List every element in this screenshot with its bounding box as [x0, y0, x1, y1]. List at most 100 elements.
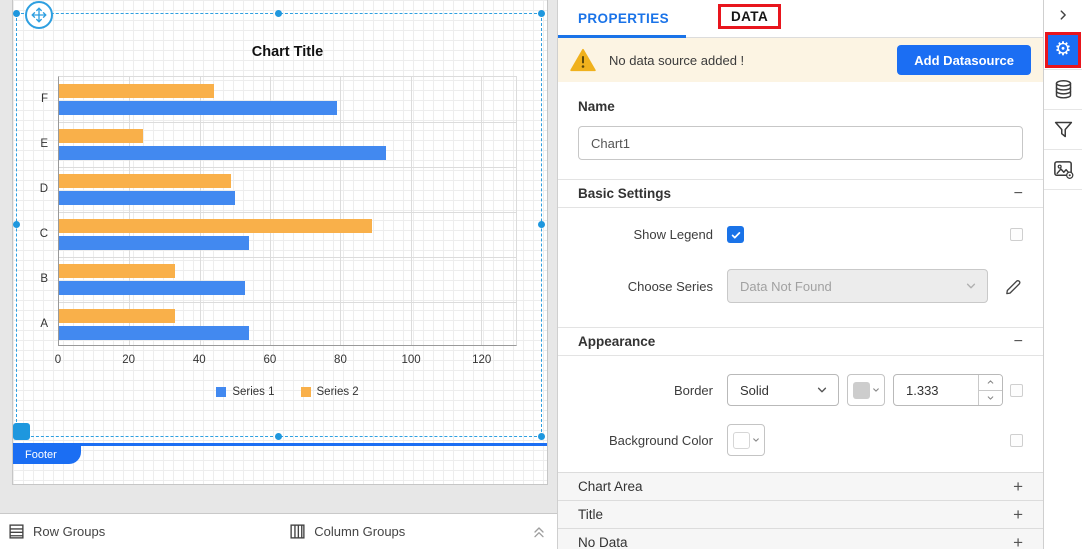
resize-handle[interactable] [538, 10, 545, 17]
resize-handle[interactable] [13, 423, 30, 440]
border-style-value: Solid [740, 382, 769, 398]
x-gridline [480, 77, 482, 345]
datasource-tool[interactable] [1044, 70, 1082, 110]
chart-plot-area [58, 76, 517, 346]
image-settings-icon [1053, 161, 1073, 179]
image-settings-tool[interactable] [1044, 150, 1082, 190]
report-page[interactable]: Chart Title F E D C B A 0 20 40 60 80 100 120 Serie… [12, 0, 548, 485]
legend-label: Series 2 [316, 386, 359, 398]
column-groups[interactable]: Column Groups [289, 523, 405, 540]
section-appearance[interactable]: Appearance − [558, 327, 1043, 356]
collapse-section-icon[interactable]: − [1013, 332, 1023, 350]
border-width-input[interactable]: 1.333 [893, 374, 1003, 406]
expand-section-icon[interactable]: + [1013, 504, 1023, 524]
footer-band-tab[interactable]: Footer [13, 446, 81, 464]
background-color-row: Background Color [558, 424, 1043, 456]
chevron-down-icon [966, 283, 976, 289]
properties-tool[interactable]: ⚙ [1044, 30, 1082, 70]
section-title: Appearance [578, 334, 656, 349]
border-width-value: 1.333 [906, 382, 939, 398]
resize-handle[interactable] [13, 221, 20, 228]
x-tick-label: 60 [263, 354, 277, 366]
resize-handle[interactable] [538, 433, 545, 440]
expand-section-icon[interactable]: + [1013, 532, 1023, 549]
chevron-up-icon [987, 380, 994, 384]
bar-series-1 [59, 281, 246, 295]
warning-triangle-icon [570, 48, 596, 72]
section-chart-area[interactable]: Chart Area + [558, 473, 1043, 501]
legend-swatch [300, 387, 311, 397]
category-gridline [59, 257, 516, 258]
collapsed-sections: Chart Area + Title + No Data + [558, 472, 1043, 549]
resize-handle[interactable] [275, 433, 282, 440]
category-label: D [39, 182, 48, 195]
background-color-picker[interactable] [727, 424, 765, 456]
spinner-down-button[interactable] [979, 390, 1002, 405]
chevron-down-icon [752, 438, 759, 442]
x-axis-tick-labels: 0 20 40 60 80 100 120 [54, 354, 517, 370]
bar-series-2 [59, 129, 144, 143]
x-gridline [129, 77, 131, 345]
section-title: No Data [578, 535, 628, 549]
chart-legend: Series 1 Series 2 [58, 386, 517, 398]
chart-report-item[interactable]: Chart Title F E D C B A 0 20 40 60 80 100 120 Serie… [13, 1, 545, 440]
design-surface[interactable]: Chart Title F E D C B A 0 20 40 60 80 100 120 Serie… [0, 0, 557, 549]
category-label: C [39, 227, 48, 240]
collapse-groups-button[interactable] [531, 523, 547, 541]
chevron-down-icon [817, 387, 827, 393]
category-label: E [40, 137, 48, 150]
tab-properties[interactable]: PROPERTIES [578, 11, 670, 26]
move-handle[interactable] [25, 1, 53, 29]
row-groups[interactable]: Row Groups [8, 523, 105, 540]
settings-gear-icon: ⚙ [1045, 31, 1081, 68]
edit-series-button[interactable] [1004, 277, 1023, 296]
tab-data[interactable]: DATA [718, 4, 782, 29]
properties-panel: PROPERTIES DATA No data source added ! A… [557, 0, 1043, 549]
section-title: Basic Settings [578, 186, 672, 201]
background-color-swatch [732, 431, 750, 449]
filter-tool[interactable] [1044, 110, 1082, 150]
x-tick-label: 0 [54, 354, 62, 366]
border-style-dropdown[interactable]: Solid [727, 374, 839, 406]
expression-checkbox[interactable] [1010, 383, 1023, 397]
x-tick-label: 120 [472, 354, 492, 366]
choose-series-row: Choose Series Data Not Found [558, 269, 1043, 303]
no-datasource-warning: No data source added ! Add Datasource [558, 38, 1043, 82]
legend-swatch [216, 387, 227, 397]
column-groups-label: Column Groups [314, 524, 406, 539]
add-datasource-button[interactable]: Add Datasource [897, 45, 1031, 75]
category-gridline [59, 302, 516, 303]
chevron-down-icon [987, 396, 994, 400]
border-color-picker[interactable] [847, 374, 885, 406]
groups-bar: Row Groups Column Groups [0, 513, 557, 549]
choose-series-dropdown[interactable]: Data Not Found [727, 269, 988, 303]
side-toolbar: ⚙ [1043, 0, 1082, 549]
expand-section-icon[interactable]: + [1013, 476, 1023, 496]
name-input[interactable] [578, 126, 1023, 160]
resize-handle[interactable] [275, 10, 282, 17]
resize-handle[interactable] [13, 10, 20, 17]
category-label: F [40, 92, 48, 105]
chevron-right-icon [1060, 10, 1066, 20]
spinner-up-button[interactable] [979, 375, 1002, 391]
section-basic-settings[interactable]: Basic Settings − [558, 179, 1043, 208]
border-row: Border Solid 1.333 [558, 374, 1043, 406]
category-gridline [59, 122, 516, 123]
chevron-down-icon [872, 388, 879, 392]
legend-item: Series 1 [216, 386, 275, 398]
name-label: Name [578, 99, 615, 114]
show-legend-checkbox[interactable] [727, 226, 744, 243]
collapse-panel-button[interactable] [1044, 0, 1082, 30]
resize-handle[interactable] [538, 221, 545, 228]
bar-series-2 [59, 84, 214, 98]
section-no-data[interactable]: No Data + [558, 529, 1043, 549]
bar-series-1 [59, 146, 386, 160]
section-title-settings[interactable]: Title + [558, 501, 1043, 529]
name-section: Name [558, 82, 1043, 161]
border-width-spinner [978, 375, 1002, 405]
collapse-section-icon[interactable]: − [1013, 184, 1023, 202]
row-groups-icon [9, 524, 24, 539]
datasource-database-icon [1055, 80, 1071, 99]
expression-checkbox[interactable] [1010, 228, 1023, 241]
expression-checkbox[interactable] [1010, 433, 1023, 447]
